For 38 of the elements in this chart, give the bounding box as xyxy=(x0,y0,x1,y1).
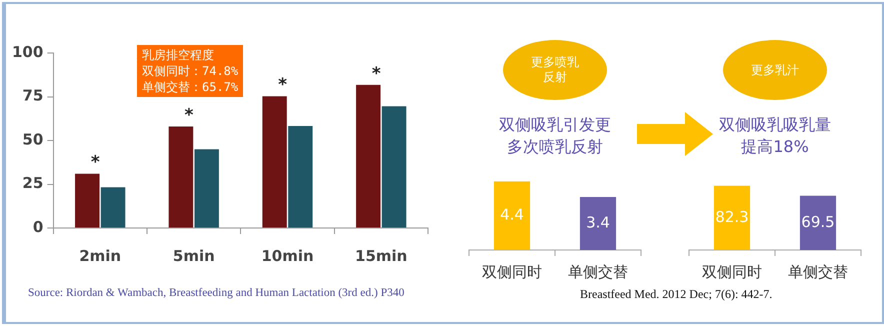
y-tick-label: 0 xyxy=(32,218,44,236)
data-label: 4.4 xyxy=(500,206,524,224)
data-label: 3.4 xyxy=(586,213,610,232)
x-tick-label: 10min xyxy=(261,246,314,265)
bar xyxy=(100,187,126,228)
y-tick-label: 75 xyxy=(22,86,44,105)
bar xyxy=(168,126,194,228)
bar xyxy=(382,106,406,228)
chart-title: 更多乳汁 xyxy=(751,62,799,78)
y-tick-label: 50 xyxy=(22,130,44,148)
chart-title: 更多喷乳反射 xyxy=(530,55,580,85)
bar xyxy=(262,96,287,228)
annotation: * xyxy=(372,64,381,84)
annotation: 单侧交替：65.7% xyxy=(142,79,238,95)
annotation: * xyxy=(184,105,194,126)
bar xyxy=(194,149,219,228)
annotation: * xyxy=(278,75,288,96)
y-tick-label: 100 xyxy=(12,42,44,61)
x-tick-label: 双侧同时 xyxy=(482,262,542,281)
data-label: 82.3 xyxy=(715,208,749,226)
x-tick-label: 单侧交替 xyxy=(788,262,848,281)
chart-subtitle: 双侧吸乳引发更多次喷乳反射 xyxy=(498,114,612,158)
annotation: 双侧同时：74.8% xyxy=(142,63,238,79)
bar xyxy=(356,84,381,228)
source-note: Source: Riordan & Wambach, Breastfeeding and Human Lactation (3rd ed.) P340 xyxy=(28,287,404,299)
x-tick-label: 5min xyxy=(172,246,215,265)
data-label: 69.5 xyxy=(801,212,835,231)
x-tick-label: 15min xyxy=(355,246,408,265)
chart-subtitle: 双侧吸乳吸乳量提高18% xyxy=(718,114,832,158)
x-tick-label: 2min xyxy=(79,246,122,265)
y-tick-label: 25 xyxy=(22,174,44,192)
annotation: * xyxy=(90,152,100,173)
x-tick-label: 单侧交替 xyxy=(568,262,628,281)
bar xyxy=(75,174,100,228)
bar xyxy=(288,126,313,228)
x-tick-label: 双侧同时 xyxy=(702,262,762,281)
text: Breastfeed Med. 2012 Dec; 7(6): 442-7. xyxy=(580,287,772,302)
annotation: 乳房排空程度 xyxy=(142,47,215,63)
